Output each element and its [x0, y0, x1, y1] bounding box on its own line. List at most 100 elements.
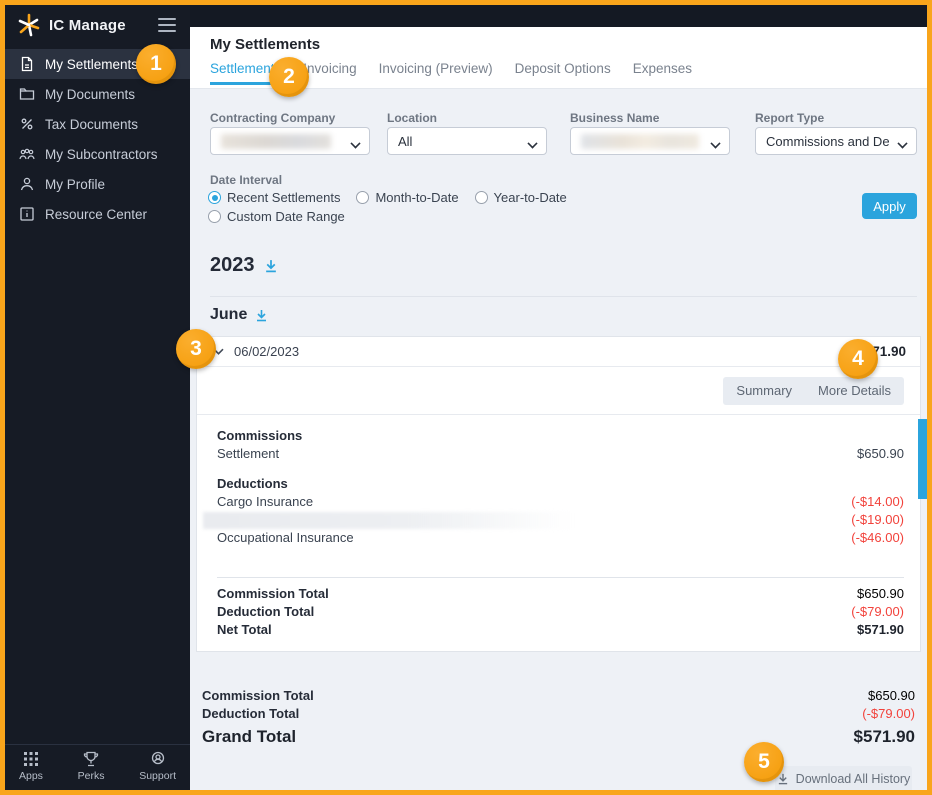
download-year-icon[interactable] [264, 259, 278, 273]
report-type-select[interactable]: Commissions and De [755, 127, 917, 155]
apps-label: Apps [19, 770, 43, 782]
settlements-icon [21, 56, 33, 72]
sidebar-item-label: My Settlements [45, 56, 139, 72]
deductions-section-title: Deductions [217, 476, 288, 491]
summary-label: Commission Total [202, 688, 314, 703]
page-title: My Settlements [210, 36, 321, 53]
sidebar-item-label: Resource Center [45, 206, 148, 222]
sidebar-item-my-profile[interactable]: My Profile [5, 169, 190, 199]
chevron-down-icon [528, 139, 537, 148]
annotation-badge-4: 4 [838, 339, 878, 379]
ic-manage-logo-icon [18, 13, 40, 37]
year-label: 2023 [210, 254, 255, 276]
contracting-company-select[interactable] [210, 127, 370, 155]
apps-button[interactable]: Apps [19, 750, 43, 786]
subcontractors-icon [19, 148, 35, 160]
row-label: Occupational Insurance [217, 530, 354, 545]
chevron-down-icon [711, 139, 720, 148]
sidebar-item-resource-center[interactable]: Resource Center [5, 199, 190, 229]
download-month-icon[interactable] [255, 309, 268, 322]
radio-label: Recent Settlements [227, 190, 341, 205]
sidebar-item-my-documents[interactable]: My Documents [5, 79, 190, 109]
download-all-history-label: Download All History [795, 772, 911, 786]
radio-dot [474, 191, 488, 204]
total-label: Deduction Total [217, 604, 315, 619]
apply-button[interactable]: Apply [862, 193, 917, 219]
support-button[interactable]: Support [139, 750, 176, 786]
settlement-date: 06/02/2023 [234, 344, 300, 359]
view-toggle: Summary More Details [723, 377, 904, 405]
contracting-company-label: Contracting Company [210, 111, 336, 125]
folder-icon [19, 88, 35, 100]
annotation-badge-5: 5 [744, 742, 784, 782]
sidebar-item-tax-documents[interactable]: Tax Documents [5, 109, 190, 139]
grand-total-row: Grand Total $571.90 [202, 726, 915, 748]
apps-grid-icon [23, 752, 38, 766]
tab-expenses[interactable]: Expenses [632, 61, 692, 76]
sidebar-item-label: My Subcontractors [45, 146, 158, 162]
radio-year-to-date[interactable]: Year-to-Date [474, 190, 567, 205]
detail-row: Cargo Insurance (-$14.00) [217, 493, 904, 511]
business-name-select[interactable] [570, 127, 730, 155]
total-label: Commission Total [217, 586, 329, 601]
radio-dot [208, 210, 221, 223]
settlement-details: Commissions Settlement $650.90 Deduction… [197, 415, 920, 547]
location-select[interactable]: All [387, 127, 547, 155]
perks-button[interactable]: Perks [78, 750, 105, 786]
settlement-totals: Commission Total $650.90 Deduction Total… [217, 577, 904, 639]
download-all-history-button[interactable]: Download All History [775, 766, 912, 790]
annotation-badge-3: 3 [176, 329, 216, 369]
detail-row-redacted: (-$19.00) [203, 511, 904, 529]
report-type-label: Report Type [755, 111, 825, 125]
summary-row: Deduction Total (-$79.00) [202, 705, 915, 723]
detail-row: Settlement $650.90 [217, 445, 904, 463]
summary-value: (-$79.00) [862, 706, 915, 721]
profile-icon [20, 177, 34, 191]
support-icon [151, 751, 164, 765]
commissions-section-title: Commissions [217, 428, 303, 443]
menu-icon[interactable] [158, 18, 176, 32]
tab-invoicing[interactable]: Invoicing [303, 61, 357, 76]
year-heading: 2023 [210, 254, 278, 277]
radio-custom-date-range[interactable]: Custom Date Range [208, 209, 345, 224]
total-value: $650.90 [857, 586, 904, 601]
row-label: Settlement [217, 446, 280, 461]
view-toggle-row: Summary More Details [197, 367, 920, 415]
toggle-summary[interactable]: Summary [736, 383, 793, 398]
tax-icon [21, 118, 33, 130]
grand-total-label: Grand Total [202, 727, 297, 746]
sidebar-item-label: My Documents [45, 86, 136, 102]
month-label: June [210, 306, 248, 323]
row-value: (-$19.00) [851, 512, 904, 527]
scrollbar-thumb[interactable] [918, 419, 927, 499]
redacted-row-label [203, 512, 575, 529]
chevron-down-icon [898, 139, 907, 148]
date-interval-label: Date Interval [210, 173, 283, 187]
top-bar [190, 5, 927, 27]
redacted-value [221, 133, 331, 149]
annotation-badge-1: 1 [136, 44, 176, 84]
annotation-badge-2: 2 [269, 57, 309, 97]
row-value: (-$46.00) [851, 530, 904, 545]
settlement-row-header[interactable]: 06/02/2023 $571.90 [197, 337, 920, 367]
date-interval-options-row1: Recent Settlements Month-to-Date Year-to… [208, 190, 567, 205]
tab-deposit-options[interactable]: Deposit Options [514, 61, 611, 76]
tab-invoicing-preview[interactable]: Invoicing (Preview) [378, 61, 493, 76]
radio-recent-settlements[interactable]: Recent Settlements [208, 190, 340, 205]
location-value: All [398, 133, 413, 149]
location-label: Location [387, 111, 437, 125]
total-row: Commission Total $650.90 [217, 585, 904, 603]
summary-label: Deduction Total [202, 706, 300, 721]
tab-settlements[interactable]: Settlements [210, 61, 282, 85]
radio-label: Month-to-Date [375, 190, 459, 205]
radio-month-to-date[interactable]: Month-to-Date [356, 190, 459, 205]
sidebar: IC Manage My Settlements My Documents [5, 5, 190, 790]
toggle-more-details[interactable]: More Details [818, 383, 891, 398]
total-row: Net Total $571.90 [217, 621, 904, 639]
support-label: Support [139, 770, 176, 782]
sidebar-item-my-subcontractors[interactable]: My Subcontractors [5, 139, 190, 169]
trophy-icon [83, 751, 99, 767]
info-icon [20, 207, 34, 221]
radio-dot [356, 191, 370, 204]
